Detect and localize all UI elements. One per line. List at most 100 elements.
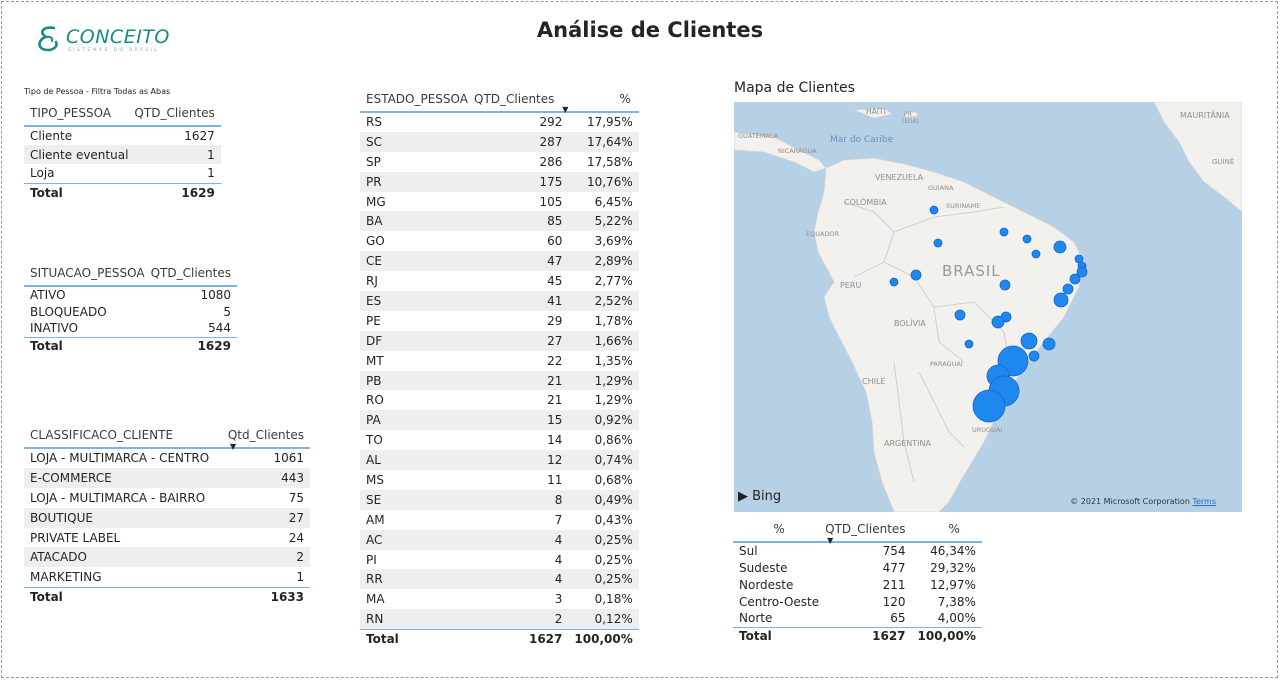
column-header[interactable]: TIPO_PESSOA xyxy=(24,104,135,127)
table-row[interactable]: LOJA - MULTIMARCA - BAIRRO 75 xyxy=(24,487,310,508)
table-row[interactable]: BLOQUEADO 5 xyxy=(24,303,237,320)
map-terms-link[interactable]: Terms xyxy=(1192,497,1216,506)
map-bubble[interactable] xyxy=(929,205,939,215)
sort-descending-icon[interactable]: ▼ xyxy=(827,536,834,545)
column-header[interactable]: QTD_Clientes xyxy=(150,264,237,287)
table-row[interactable]: GO 60 3,69% xyxy=(360,231,639,252)
table-row[interactable]: Sudeste 477 29,32% xyxy=(733,559,982,576)
table-row[interactable]: PA 15 0,92% xyxy=(360,410,639,431)
table-row[interactable]: SE 8 0,49% xyxy=(360,489,639,510)
tipo-pessoa-table[interactable]: TIPO_PESSOA QTD_Clientes Cliente 1627 Clie… xyxy=(24,104,221,202)
map-bubble[interactable] xyxy=(933,238,943,248)
table-row[interactable]: ES 41 2,52% xyxy=(360,291,639,311)
map-bubble[interactable] xyxy=(999,227,1009,237)
column-header[interactable]: CLASSIFICACO_CLIENTE xyxy=(24,426,225,449)
column-header[interactable]: SITUACAO_PESSOA xyxy=(24,264,151,287)
column-header[interactable]: QTD_Clientes ▼ xyxy=(825,520,912,545)
row-label-cell: AC xyxy=(360,529,474,550)
table-row[interactable]: AC 4 0,25% xyxy=(360,529,639,550)
map-label-brasil: BRASIL xyxy=(942,262,1001,280)
classificacao-cliente-table[interactable]: CLASSIFICACO_CLIENTE Qtd_Clientes ▼ LOJA… xyxy=(24,426,310,608)
table-row[interactable]: Centro-Oeste 120 7,38% xyxy=(733,593,982,610)
row-value-cell: 1061 xyxy=(224,448,310,468)
table-row[interactable]: PE 29 1,78% xyxy=(360,310,639,331)
map-bubble[interactable] xyxy=(1042,337,1056,351)
column-header[interactable]: ESTADO_PESSOA xyxy=(360,90,474,113)
table-row[interactable]: E-COMMERCE 443 xyxy=(24,467,310,488)
table-row[interactable]: RO 21 1,29% xyxy=(360,390,639,411)
table-row[interactable]: RS 292 17,95% xyxy=(360,112,639,132)
table-row[interactable]: Norte 65 4,00% xyxy=(733,610,982,627)
map-bubble[interactable] xyxy=(1069,273,1081,285)
table-row[interactable]: CE 47 2,89% xyxy=(360,251,639,272)
table-row[interactable]: RJ 45 2,77% xyxy=(360,271,639,292)
table-row[interactable]: MS 11 0,68% xyxy=(360,470,639,490)
column-header[interactable]: QTD_Clientes ▼ xyxy=(474,90,569,114)
table-row[interactable]: BA 85 5,22% xyxy=(360,211,639,232)
table-row[interactable]: Sul 754 46,34% xyxy=(733,542,982,559)
map-bubble[interactable] xyxy=(910,269,922,281)
table-row[interactable]: ATIVO 1080 xyxy=(24,286,237,303)
map-bubble[interactable] xyxy=(1053,240,1067,254)
table-row[interactable]: AL 12 0,74% xyxy=(360,450,639,471)
row-value-cell: 7 xyxy=(474,509,569,530)
sort-descending-icon[interactable]: ▼ xyxy=(562,105,569,114)
map-bubble[interactable] xyxy=(889,277,899,287)
map-bubble[interactable] xyxy=(1022,234,1032,244)
table-row[interactable]: DF 27 1,66% xyxy=(360,330,639,351)
row-value-cell: 27 xyxy=(224,507,310,528)
table-row[interactable]: SC 287 17,64% xyxy=(360,131,639,152)
row-value-cell: 4 xyxy=(474,569,569,590)
table-row[interactable]: MARKETING 1 xyxy=(24,567,310,588)
table-row[interactable]: Loja 1 xyxy=(24,164,221,183)
table-row[interactable]: MT 22 1,35% xyxy=(360,350,639,371)
table-row[interactable]: PB 21 1,29% xyxy=(360,370,639,391)
table-row[interactable]: ATACADO 2 xyxy=(24,547,310,568)
table-row[interactable]: LOJA - MULTIMARCA - CENTRO 1061 xyxy=(24,448,310,468)
table-row[interactable]: Nordeste 211 12,97% xyxy=(733,576,982,593)
table-row[interactable]: INATIVO 544 xyxy=(24,320,237,337)
table-row[interactable]: TO 14 0,86% xyxy=(360,430,639,451)
map-bubble[interactable] xyxy=(1031,249,1041,259)
row-value-cell: 3 xyxy=(474,589,569,610)
table-row[interactable]: MA 3 0,18% xyxy=(360,589,639,610)
row-value-cell: 60 xyxy=(474,231,569,252)
column-header[interactable]: % xyxy=(733,520,826,543)
column-header[interactable]: % xyxy=(568,90,639,113)
map-bubble[interactable] xyxy=(999,279,1011,291)
map-bubble[interactable] xyxy=(954,309,966,321)
table-row[interactable]: PI 4 0,25% xyxy=(360,549,639,570)
row-value-cell: 0,68% xyxy=(568,470,639,490)
table-row[interactable]: Cliente 1627 xyxy=(24,126,221,145)
column-header[interactable]: Qtd_Clientes ▼ xyxy=(224,426,310,451)
column-header[interactable]: % xyxy=(911,520,982,543)
map-bubble[interactable] xyxy=(972,389,1006,423)
clients-map[interactable]: HAITI PR (EUA) GUATEMALA NICARÁGUA MAURI… xyxy=(734,102,1242,512)
table-row[interactable]: MG 105 6,45% xyxy=(360,191,639,212)
situacao-pessoa-table[interactable]: SITUACAO_PESSOA QTD_Clientes ATIVO 1080 BL… xyxy=(24,264,237,354)
map-bubble[interactable] xyxy=(991,315,1005,329)
table-row[interactable]: PR 175 10,76% xyxy=(360,171,639,192)
table-row[interactable]: BOUTIQUE 27 xyxy=(24,507,310,528)
row-label-cell: MG xyxy=(360,191,474,212)
estado-pessoa-table[interactable]: ESTADO_PESSOA QTD_Clientes ▼ % RS 292 17,9… xyxy=(360,90,639,650)
row-value-cell: 2 xyxy=(474,609,569,630)
table-row[interactable]: RR 4 0,25% xyxy=(360,569,639,590)
map-bubble[interactable] xyxy=(1076,266,1088,278)
table-row[interactable]: AM 7 0,43% xyxy=(360,509,639,530)
column-header[interactable]: QTD_Clientes xyxy=(134,104,221,127)
map-bubble[interactable] xyxy=(964,339,974,349)
table-row[interactable]: Cliente eventual 1 xyxy=(24,145,221,164)
map-bubble[interactable] xyxy=(1028,350,1040,362)
table-row[interactable]: RN 2 0,12% xyxy=(360,609,639,630)
row-value-cell: 1 xyxy=(134,164,221,183)
map-bubble[interactable] xyxy=(1062,283,1074,295)
map-bubble[interactable] xyxy=(1020,332,1038,350)
map-bubble[interactable] xyxy=(1053,292,1069,308)
table-row[interactable]: SP 286 17,58% xyxy=(360,151,639,172)
table-row[interactable]: PRIVATE LABEL 24 xyxy=(24,527,310,548)
regiao-table[interactable]: % QTD_Clientes ▼ % Sul 754 46,34% Sudeste 47… xyxy=(733,520,982,644)
row-value-cell: 75 xyxy=(224,487,310,508)
sort-descending-icon[interactable]: ▼ xyxy=(230,442,237,451)
